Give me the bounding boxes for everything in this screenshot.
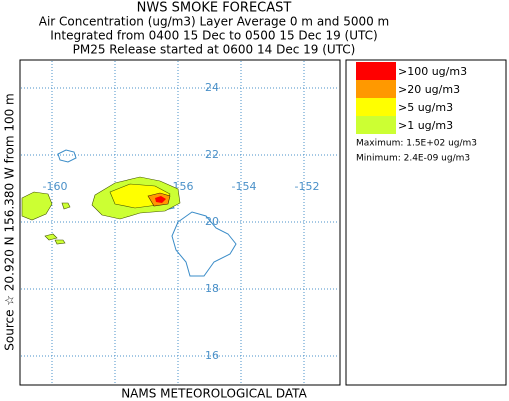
header-line: Integrated from 0400 15 Dec to 0500 15 D… [50, 29, 377, 43]
header-line: PM25 Release started at 0600 14 Dec 19 (… [73, 43, 356, 57]
latitude-label: 22 [205, 148, 219, 161]
coastline [171, 211, 237, 277]
legend-swatch [356, 80, 396, 98]
legend: >100 ug/m3 >20 ug/m3 >5 ug/m3 >1 ug/m3 [356, 62, 467, 134]
footer: NAMS METEOROLOGICAL DATA [121, 387, 307, 401]
legend-label: >5 ug/m3 [398, 101, 453, 114]
title: NWS SMOKE FORECAST [137, 1, 292, 16]
source-label: Source ☆ 20.920 N 156.380 W from 100 m [3, 93, 17, 350]
minimum: Minimum: 2.4E-09 ug/m3 [356, 154, 470, 164]
header-lines: Air Concentration (ug/m3) Layer Average … [39, 15, 390, 57]
plume-1 [21, 191, 53, 221]
legend-frame [345, 59, 507, 386]
latitude-label: 16 [205, 349, 219, 362]
header-line: Air Concentration (ug/m3) Layer Average … [39, 15, 390, 29]
islands [57, 149, 237, 277]
smoke-plume [21, 176, 181, 245]
longitude-label: -160 [43, 180, 68, 193]
plume-100 [155, 196, 166, 203]
legend-swatch [356, 62, 396, 80]
longitude-label: -154 [232, 180, 257, 193]
legend-label: >1 ug/m3 [398, 119, 453, 132]
legend-label: >20 ug/m3 [398, 83, 460, 96]
maximum: Maximum: 1.5E+02 ug/m3 [356, 139, 477, 149]
latitude-label: 18 [205, 282, 219, 295]
latitude-label: 24 [205, 81, 219, 94]
longitude-label: -152 [295, 180, 320, 193]
coastline [57, 149, 77, 163]
map-frame [19, 59, 341, 386]
legend-label: >100 ug/m3 [398, 65, 467, 78]
legend-swatch [356, 116, 396, 134]
plume-1 [44, 202, 71, 245]
legend-swatch [356, 98, 396, 116]
